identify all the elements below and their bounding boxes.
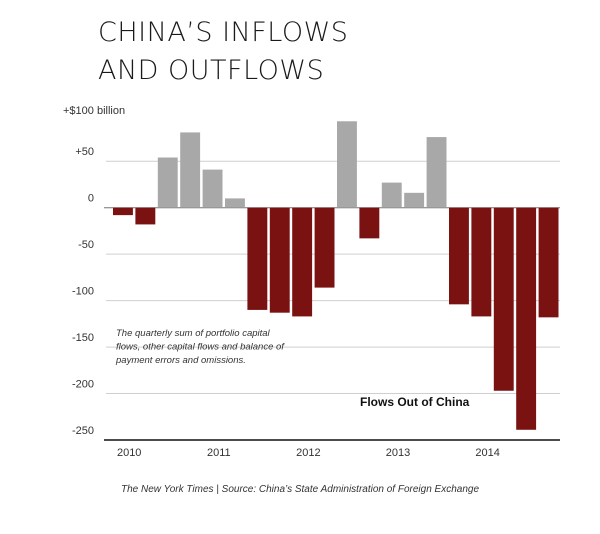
x-tick-label: 2013 xyxy=(386,447,410,459)
y-axis-tick-labels: +50 0 -50 -100 -150 -200 -250 xyxy=(72,146,94,437)
source-credit: The New York Times | Source: China’s Sta… xyxy=(120,484,480,495)
inflow-bar xyxy=(381,182,402,208)
y-tick-label: -50 xyxy=(78,239,94,251)
y-tick-label: -150 xyxy=(72,332,94,344)
y-tick-label: 0 xyxy=(88,193,94,205)
bars xyxy=(113,121,559,430)
inflow-bar xyxy=(404,192,425,208)
x-tick-label: 2014 xyxy=(475,447,499,459)
flows-out-label: Flows Out of China xyxy=(360,395,470,409)
x-tick-label: 2011 xyxy=(207,447,231,459)
y-tick-label: -200 xyxy=(72,379,94,391)
outflow-bar xyxy=(113,207,133,216)
inflow-bar xyxy=(225,198,245,208)
chart-title-line-2: AND OUTFLOWS xyxy=(98,55,325,86)
outflow-bar xyxy=(292,207,313,317)
inflow-bar xyxy=(202,169,223,208)
x-tick-label: 2012 xyxy=(296,447,320,459)
inflow-bar xyxy=(157,157,178,208)
outflow-bar xyxy=(471,207,492,317)
x-axis-tick-labels: 2010 2011 2012 2013 2014 xyxy=(117,447,500,459)
outflow-bar xyxy=(359,207,380,239)
y-tick-label: -250 xyxy=(72,425,94,437)
outflow-bar xyxy=(516,207,537,430)
outflow-bar xyxy=(269,207,290,313)
inflow-bar xyxy=(180,132,201,208)
y-tick-label: +50 xyxy=(75,146,94,158)
outflow-bar xyxy=(247,207,268,310)
chart-title-line-1: CHINA’S INFLOWS xyxy=(98,17,349,48)
outflow-bar xyxy=(135,207,156,225)
inflow-bar xyxy=(337,121,357,208)
chart-title: CHINA’S INFLOWS AND OUTFLOWS xyxy=(98,14,398,90)
outflow-bar xyxy=(538,207,559,318)
y-axis-label: +$100 billion xyxy=(63,105,125,117)
y-tick-label: -100 xyxy=(72,286,94,298)
annotation-note: The quarterly sum of portfolio capital fl… xyxy=(115,328,285,366)
x-tick-label: 2010 xyxy=(117,447,141,459)
outflow-bar xyxy=(493,207,514,391)
outflow-bar xyxy=(449,207,469,305)
outflow-bar xyxy=(314,207,335,288)
inflow-bar xyxy=(426,137,447,208)
